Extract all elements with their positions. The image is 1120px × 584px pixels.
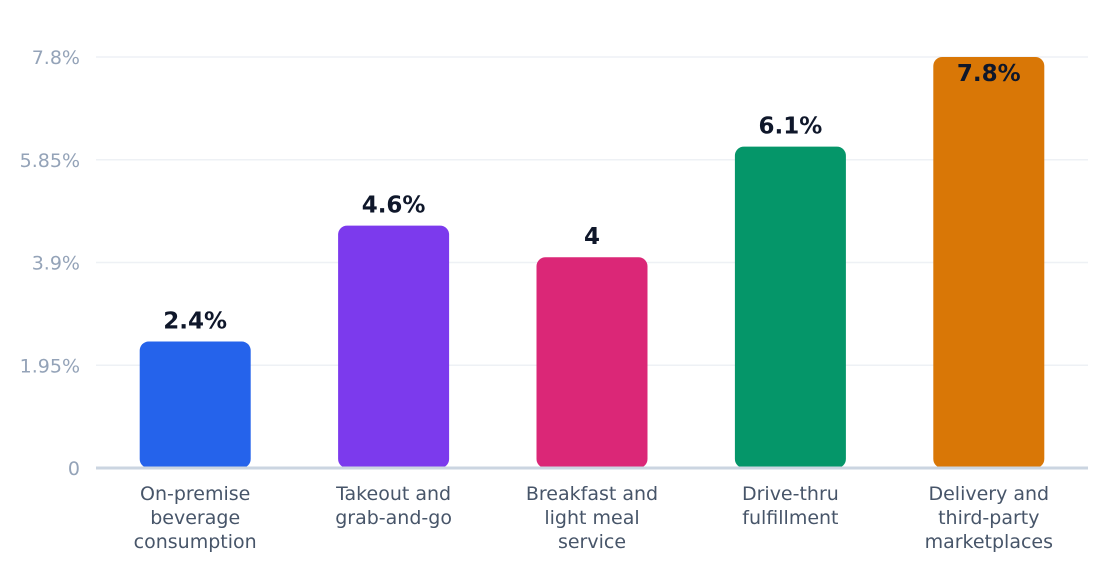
category-label: On-premise beverage consumption (134, 483, 257, 553)
value-label: 6.1% (759, 114, 823, 140)
bars (139, 57, 1045, 469)
value-labels: 2.4% 4.6% 4 6.1% 7.8% (163, 61, 1020, 335)
category-label: Drive-thru fulfillment (742, 483, 839, 529)
y-tick-label: 0 (68, 458, 80, 480)
value-label: 2.4% (163, 309, 227, 335)
value-label: 4.6% (362, 193, 426, 219)
bar (139, 341, 251, 468)
y-tick-label: 5.85% (20, 150, 80, 172)
x-axis-category-labels: On-premise beverage consumption Takeout and… (134, 483, 1053, 553)
y-tick-label: 3.9% (32, 253, 80, 275)
category-label: Takeout and grab-and-go (335, 483, 452, 529)
category-label: Breakfast and light meal service (526, 483, 658, 553)
bar (734, 146, 846, 469)
bar (338, 225, 450, 468)
y-tick-label: 7.8% (32, 47, 80, 69)
bar (933, 57, 1045, 468)
category-label: Delivery and third-party marketplaces (925, 483, 1053, 553)
y-axis-tick-labels: 0 1.95% 3.9% 5.85% 7.8% (20, 47, 80, 480)
bar (536, 257, 648, 468)
y-tick-label: 1.95% (20, 355, 80, 377)
value-label: 4 (584, 224, 600, 250)
value-label: 7.8% (957, 61, 1021, 87)
